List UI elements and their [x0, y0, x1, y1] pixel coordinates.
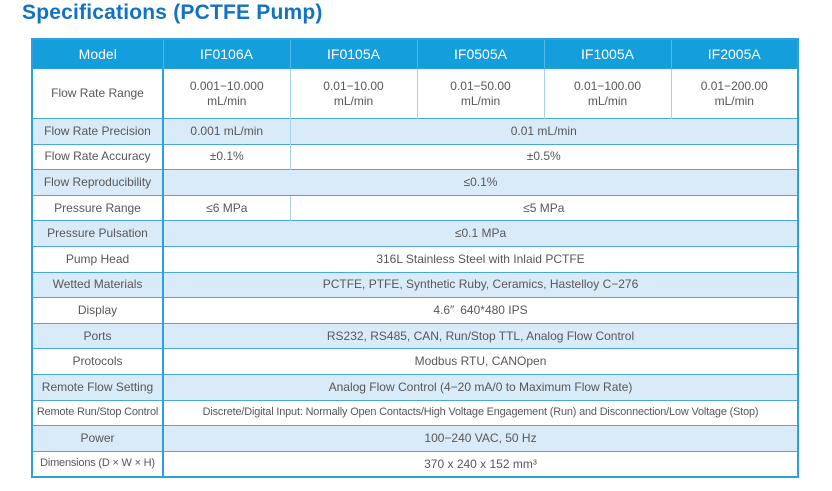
row-label-protocols: Protocols	[32, 348, 164, 375]
spec-row-protocols: Protocols Modbus RTU, CANOpen	[32, 348, 798, 375]
spec-value-cell: 0.01−10.00 mL/min	[289, 68, 417, 119]
table-header: Model IF0106A IF0105A IF0505A IF1005A IF2005A	[32, 39, 798, 69]
spec-value-cell: ≤0.1%	[162, 169, 798, 196]
spec-value-cell: Modbus RTU, CANOpen	[162, 348, 798, 375]
row-label-pump-head: Pump Head	[32, 245, 164, 273]
row-label-display: Display	[32, 297, 164, 324]
spec-value-cell: ±0.1%	[162, 143, 290, 170]
page-title: Specifications (PCTFE Pump)	[22, 1, 323, 24]
spec-value-cell: 4.6″ 640*480 IPS	[162, 297, 798, 324]
spec-row-wetted-materials: Wetted Materials PCTFE, PTFE, Synthetic R…	[32, 271, 798, 298]
row-label-flow-rate-range: Flow Rate Range	[32, 68, 164, 119]
spec-value-cell: ≤6 MPa	[162, 194, 290, 221]
row-label-remote-run-stop-control: Remote Run/Stop Control	[32, 399, 164, 426]
model-header-if2005a: IF2005A	[670, 39, 798, 69]
spec-row-pump-head: Pump Head 316L Stainless Steel with Inlai…	[32, 245, 798, 273]
row-label-pressure-pulsation: Pressure Pulsation	[32, 220, 164, 247]
spec-row-pressure-pulsation: Pressure Pulsation ≤0.1 MPa	[32, 220, 798, 247]
spec-value-cell: ≤0.1 MPa	[162, 220, 798, 247]
spec-row-remote-run-stop-control: Remote Run/Stop Control Discrete/Digital …	[32, 399, 798, 426]
row-label-ports: Ports	[32, 322, 164, 349]
spec-value-cell: PCTFE, PTFE, Synthetic Ruby, Ceramics, H…	[162, 271, 798, 298]
row-label-pressure-range: Pressure Range	[32, 194, 164, 221]
spec-value-cell: Analog Flow Control (4−20 mA/0 to Maximu…	[162, 373, 798, 401]
row-label-flow-rate-accuracy: Flow Rate Accuracy	[32, 143, 164, 170]
specifications-table: Model IF0106A IF0105A IF0505A IF1005A IF2005A…	[31, 38, 799, 479]
spec-row-pressure-range: Pressure Range ≤6 MPa ≤5 MPa	[32, 194, 798, 221]
spec-value-cell: 0.001 mL/min	[162, 118, 290, 145]
row-label-power: Power	[32, 425, 164, 452]
row-label-dimensions-d-w-h: Dimensions (D × W × H)	[32, 450, 164, 478]
model-column-header: Model	[32, 39, 163, 69]
spec-value-cell: 0.01 mL/min	[289, 118, 798, 145]
table-body: Flow Rate Range 0.001−10.000 mL/min 0.01−1…	[32, 68, 798, 478]
row-label-wetted-materials: Wetted Materials	[32, 271, 164, 298]
spec-row-power: Power 100−240 VAC, 50 Hz	[32, 425, 798, 452]
spec-value-cell: 370 x 240 x 152 mm³	[162, 450, 798, 478]
spec-value-cell: Discrete/Digital Input: Normally Open Co…	[162, 399, 798, 426]
spec-value-cell: 0.001−10.000 mL/min	[162, 68, 290, 119]
row-label-flow-reproducibility: Flow Reproducibility	[32, 169, 164, 196]
spec-row-flow-reproducibility: Flow Reproducibility ≤0.1%	[32, 169, 798, 196]
spec-value-cell: 0.01−50.00 mL/min	[416, 68, 544, 119]
spec-row-flow-rate-accuracy: Flow Rate Accuracy ±0.1% ±0.5%	[32, 143, 798, 170]
row-label-remote-flow-setting: Remote Flow Setting	[32, 373, 164, 401]
spec-value-cell: 100−240 VAC, 50 Hz	[162, 425, 798, 452]
model-header-row: Model IF0106A IF0105A IF0505A IF1005A IF2005A	[32, 39, 798, 69]
spec-row-ports: Ports RS232, RS485, CAN, Run/Stop TTL, An…	[32, 322, 798, 349]
spec-value-cell: 316L Stainless Steel with Inlaid PCTFE	[162, 245, 798, 273]
spec-row-flow-rate-precision: Flow Rate Precision 0.001 mL/min 0.01 mL/m…	[32, 118, 798, 145]
spec-row-dimensions-d-w-h: Dimensions (D × W × H) 370 x 240 x 152 mm…	[32, 450, 798, 478]
spec-row-remote-flow-setting: Remote Flow Setting Analog Flow Control (…	[32, 373, 798, 401]
spec-value-cell: 0.01−100.00 mL/min	[543, 68, 671, 119]
spec-value-cell: RS232, RS485, CAN, Run/Stop TTL, Analog …	[162, 322, 798, 349]
spec-row-flow-rate-range: Flow Rate Range 0.001−10.000 mL/min 0.01−1…	[32, 68, 798, 119]
spec-value-cell: 0.01−200.00 mL/min	[670, 68, 798, 119]
model-header-if0105a: IF0105A	[289, 39, 417, 69]
model-header-if0106a: IF0106A	[162, 39, 290, 69]
model-header-if1005a: IF1005A	[543, 39, 671, 69]
spec-value-cell: ±0.5%	[289, 143, 798, 170]
spec-row-display: Display 4.6″ 640*480 IPS	[32, 297, 798, 324]
spec-value-cell: ≤5 MPa	[289, 194, 798, 221]
model-header-if0505a: IF0505A	[416, 39, 544, 69]
row-label-flow-rate-precision: Flow Rate Precision	[32, 118, 164, 145]
